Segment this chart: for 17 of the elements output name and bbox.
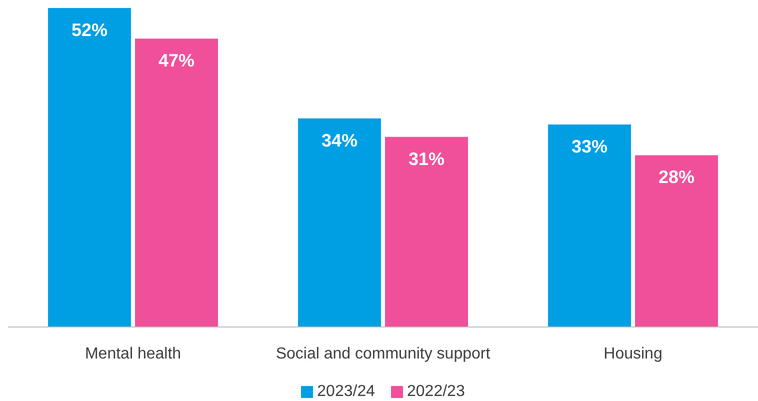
bar [635, 155, 718, 327]
bar [135, 38, 218, 327]
x-tick-label: Social and community support [276, 345, 491, 362]
legend-label: 2023/24 [316, 383, 375, 401]
data-label: 33% [571, 136, 608, 157]
x-tick-label: Mental health [84, 345, 182, 362]
legend-label: 2022/23 [406, 383, 465, 401]
data-label: 31% [408, 148, 445, 169]
bar [48, 8, 131, 327]
bar [548, 124, 631, 327]
bar [298, 118, 381, 327]
data-label: 28% [658, 167, 695, 188]
x-tick-label: Housing [604, 345, 662, 362]
data-label: 34% [321, 130, 358, 150]
bar [385, 136, 468, 327]
data-label: 47% [158, 50, 195, 71]
data-label: 52% [71, 20, 108, 40]
